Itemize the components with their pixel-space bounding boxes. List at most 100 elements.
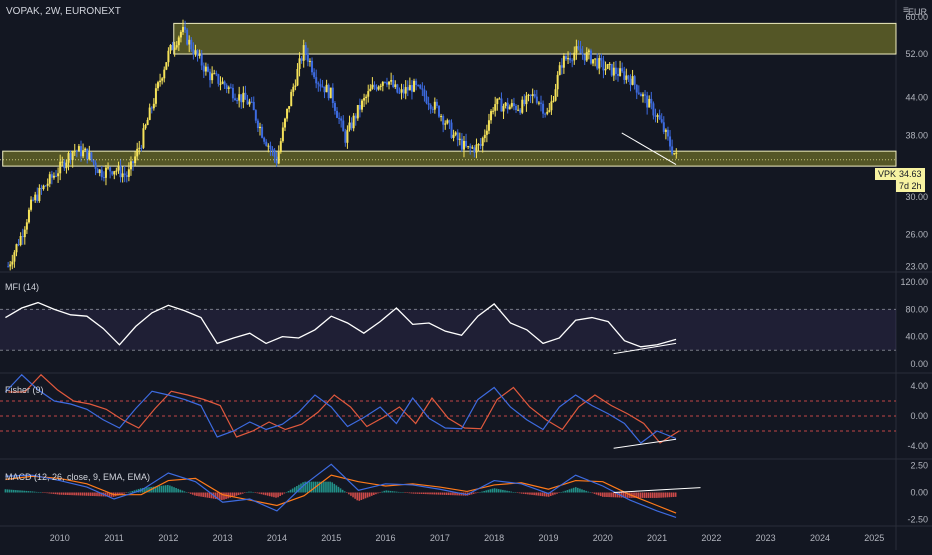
macd-histogram-bar [445, 492, 448, 495]
macd-histogram-bar [46, 492, 48, 494]
candle-body [279, 141, 282, 153]
candle-body [523, 99, 526, 105]
candle-body [48, 174, 51, 184]
macd-histogram-bar [510, 491, 513, 493]
macd-histogram-bar [87, 492, 90, 496]
macd-histogram-bar [154, 486, 157, 493]
macd-histogram-bar [221, 492, 223, 500]
candle-body [163, 69, 166, 79]
macd-histogram-bar [456, 492, 458, 496]
candle-body [666, 129, 669, 137]
x-tick-label: 2012 [158, 533, 178, 543]
macd-histogram-bar [62, 492, 65, 495]
candle-body [161, 78, 164, 81]
macd-histogram-bar [649, 492, 652, 498]
macd-histogram-bar [500, 489, 502, 493]
macd-histogram-bar [233, 492, 236, 497]
macd-histogram-bar [524, 492, 527, 495]
macd-histogram-bar [556, 492, 558, 494]
candle-body [323, 86, 326, 93]
candle-body [614, 67, 617, 74]
candle-body [360, 100, 363, 110]
candle-body [258, 126, 261, 129]
macd-histogram-bar [443, 492, 446, 495]
macd-histogram-bar [604, 492, 606, 497]
candle-body [498, 98, 501, 100]
candle-body [325, 84, 328, 93]
candle-body [63, 161, 66, 169]
candle-body [433, 101, 436, 110]
macd-histogram-bar [387, 490, 390, 493]
candle-body [519, 109, 522, 113]
macd-histogram-bar [579, 488, 581, 493]
macd-histogram-bar [127, 492, 130, 493]
candle-body [510, 103, 513, 107]
macd-histogram-bar [123, 492, 125, 494]
macd-signal-line [5, 474, 677, 514]
candle-body [154, 88, 157, 104]
macd-histogram-bar [25, 490, 28, 493]
macd-histogram-bar [304, 481, 306, 493]
macd-histogram-bar [531, 492, 533, 495]
candle-body [658, 115, 661, 120]
macd-histogram-bar [308, 481, 311, 493]
macd-histogram-bar [52, 492, 55, 494]
macd-histogram-bar [144, 487, 146, 493]
candle-body [539, 102, 542, 104]
price-y-tick-label: 26.00 [905, 229, 928, 239]
macd-histogram-bar [412, 492, 415, 494]
candle-body [450, 122, 453, 138]
candle-body [577, 46, 580, 49]
macd-histogram-bar [606, 492, 608, 498]
x-tick-label: 2019 [538, 533, 558, 543]
macd-histogram-bar [533, 492, 535, 496]
candle-body [65, 162, 68, 169]
candle-body [221, 81, 224, 84]
macd-histogram-bar [635, 492, 637, 498]
macd-histogram-bar [323, 481, 325, 493]
macd-histogram-bar [425, 492, 427, 495]
candle-body [365, 96, 368, 99]
macd-histogram-bar [614, 492, 617, 498]
candle-body [421, 88, 424, 90]
macd-histogram-bar [512, 491, 515, 493]
macd-histogram-bar [529, 492, 531, 495]
macd-histogram-bar [23, 490, 25, 493]
candle-body [550, 101, 553, 111]
candle-body [525, 95, 528, 105]
candle-body [152, 103, 155, 109]
macd-histogram-bar [166, 484, 169, 493]
macd-histogram-bar [48, 492, 50, 494]
macd-histogram-bar [672, 492, 675, 497]
macd-histogram-bar [335, 485, 338, 493]
candle-body [50, 174, 53, 178]
macd-histogram-bar [368, 492, 371, 497]
macd-histogram-bar [522, 492, 525, 494]
macd-title: MACD (12, 26, close, 9, EMA, EMA) [5, 472, 151, 482]
candle-body [146, 119, 149, 126]
macd-histogram-bar [639, 492, 642, 498]
x-tick-label: 2018 [484, 533, 504, 543]
macd-histogram-bar [568, 489, 571, 493]
candle-body [442, 116, 445, 125]
macd-histogram-bar [358, 492, 361, 501]
candle-body [277, 152, 280, 164]
hamburger-icon[interactable]: ≡ [903, 5, 909, 16]
candle-body [338, 117, 341, 119]
candle-body [234, 98, 237, 101]
candle-body [286, 108, 289, 119]
macd-histogram-bar [231, 492, 234, 497]
macd-histogram-bar [33, 491, 36, 493]
candle-body [38, 187, 41, 202]
macd-histogram-bar [470, 492, 473, 495]
macd-histogram-bar [148, 487, 150, 493]
macd-histogram-bar [418, 492, 421, 494]
macd-histogram-bar [404, 492, 406, 493]
candle-body [573, 52, 576, 61]
x-tick-label: 2016 [376, 533, 396, 543]
candle-body [59, 161, 62, 174]
macd-histogram-bar [77, 492, 80, 496]
macd-histogram-bar [366, 492, 369, 498]
